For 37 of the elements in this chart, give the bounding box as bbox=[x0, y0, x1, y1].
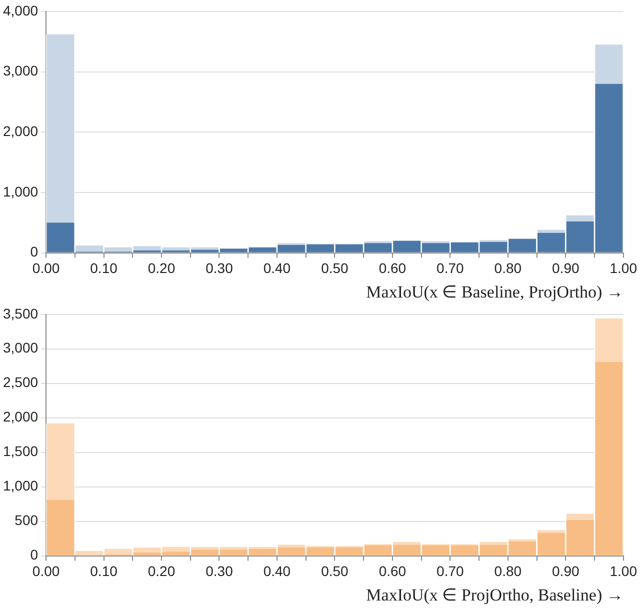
x-tick-label: 1.00 bbox=[610, 260, 638, 276]
y-tick-label: 2,000 bbox=[2, 122, 38, 139]
x-tick-label: 0.50 bbox=[321, 563, 349, 580]
x-tick-label: 0.70 bbox=[436, 563, 464, 580]
x-tick-label: 0.80 bbox=[494, 563, 522, 580]
x-tick-label: 0.90 bbox=[552, 260, 580, 276]
y-tick-label: 1,000 bbox=[2, 183, 38, 200]
x-tick-label: 0.60 bbox=[378, 260, 406, 276]
x-tick-label: 0.30 bbox=[206, 260, 234, 276]
x-tick-label: 0.20 bbox=[148, 260, 176, 276]
y-tick-label: 4,000 bbox=[2, 2, 38, 18]
x-tick-label: 0.40 bbox=[263, 260, 291, 276]
x-axis-title: MaxIoU(x ∈ Baseline, ProjOrtho) → bbox=[366, 282, 624, 302]
x-tick-label: 0.00 bbox=[32, 563, 60, 580]
x-tick-label: 0.40 bbox=[263, 563, 291, 580]
y-tick-label: 1,500 bbox=[2, 443, 38, 460]
y-tick-label: 0 bbox=[30, 244, 38, 260]
x-axis-title: MaxIoU(x ∈ ProjOrtho, Baseline) → bbox=[366, 585, 624, 604]
x-tick-label: 0.90 bbox=[552, 563, 580, 580]
y-tick-label: 0 bbox=[30, 546, 38, 563]
y-tick-label: 2,500 bbox=[2, 374, 38, 390]
x-tick-label: 0.50 bbox=[321, 260, 349, 276]
y-tick-label: 500 bbox=[14, 512, 38, 528]
x-tick-label: 0.00 bbox=[32, 260, 60, 276]
x-tick-label: 1.00 bbox=[610, 563, 638, 580]
x-tick-label: 0.70 bbox=[436, 260, 464, 276]
x-tick-label: 0.10 bbox=[90, 260, 118, 276]
y-tick-label: 2,000 bbox=[2, 408, 38, 425]
y-tick-label: 3,000 bbox=[2, 62, 38, 79]
y-tick-label: 1,000 bbox=[2, 478, 38, 494]
x-tick-label: 0.10 bbox=[90, 563, 118, 580]
y-tick-label: 3,500 bbox=[2, 305, 38, 322]
x-tick-label: 0.80 bbox=[494, 260, 522, 276]
x-tick-label: 0.30 bbox=[206, 563, 234, 580]
y-tick-label: 3,000 bbox=[2, 340, 38, 356]
x-tick-label: 0.20 bbox=[148, 563, 176, 580]
x-tick-label: 0.60 bbox=[378, 563, 406, 580]
